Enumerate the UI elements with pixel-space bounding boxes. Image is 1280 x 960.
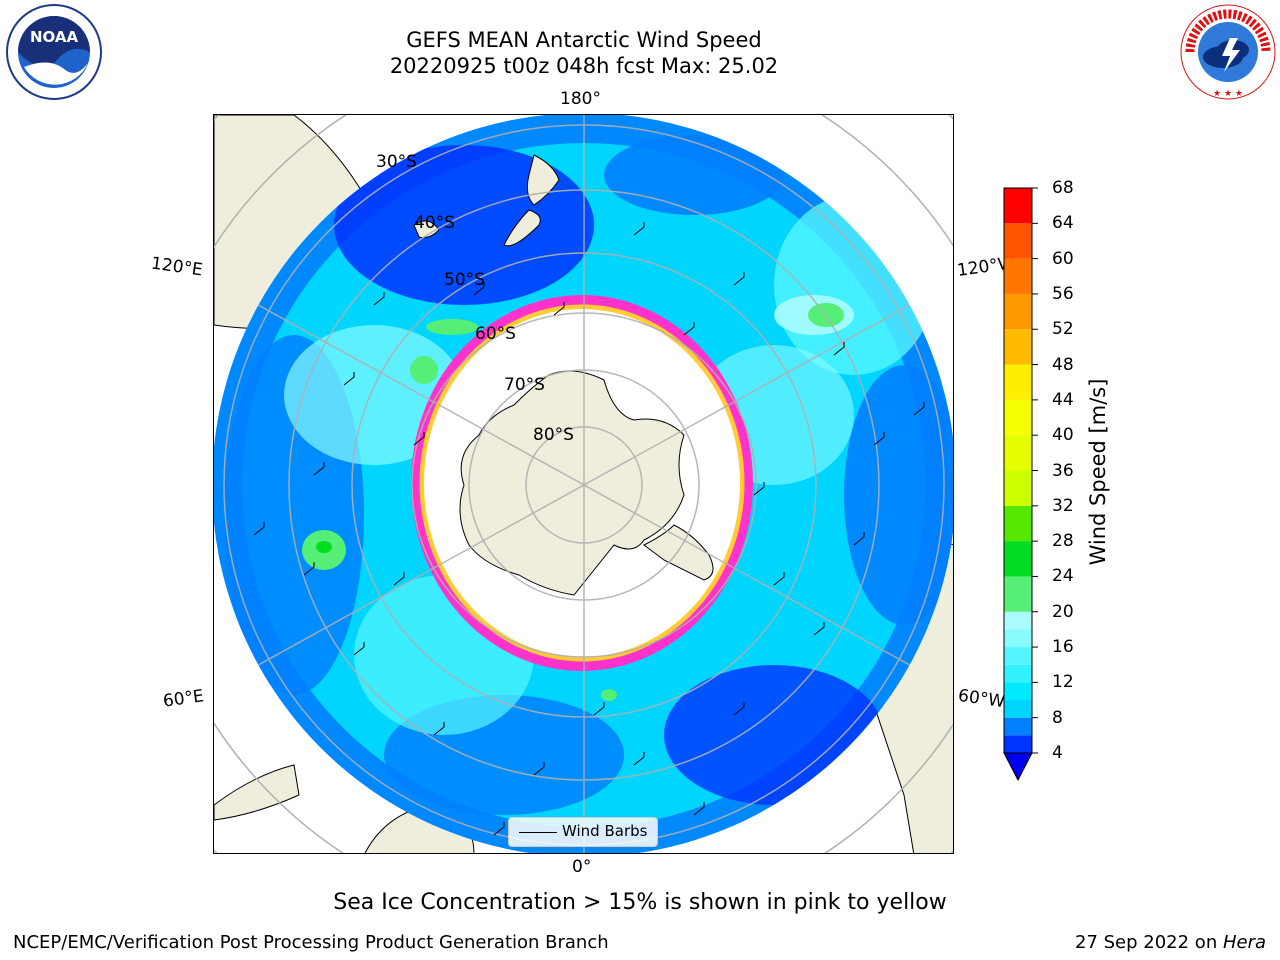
- colorbar-tick-label: 28: [1052, 531, 1074, 552]
- map-panel: 30°S 40°S 50°S 60°S 70°S 80°S: [213, 114, 954, 854]
- lat-label-30s: 30°S: [376, 152, 417, 172]
- colorbar-bin-20-24: [1004, 576, 1032, 612]
- colorbar-bin-44-48: [1004, 364, 1032, 400]
- lat-label-50s: 50°S: [444, 270, 485, 290]
- colorbar-bin-12-14: [1004, 664, 1032, 683]
- lon-label-120e: 120°E: [149, 253, 204, 281]
- colorbar-bin-28-32: [1004, 505, 1032, 542]
- colorbar-tick-label: 16: [1052, 637, 1074, 658]
- legend-wind-barb-line: [519, 832, 557, 833]
- footer-date-text: 27 Sep 2022 on: [1075, 932, 1223, 953]
- colorbar-bin-40-44: [1004, 399, 1032, 436]
- colorbar-bin-36-40: [1004, 435, 1032, 471]
- colorbar-tick-label: 36: [1052, 460, 1074, 481]
- colorbar-bin-64-68: [1004, 188, 1032, 224]
- antarctica: [459, 370, 714, 596]
- colorbar-tick-label: 12: [1052, 672, 1074, 693]
- lat-label-60s: 60°S: [475, 324, 516, 344]
- noaa-logo: NOAA: [6, 4, 102, 100]
- lat-label-80s: 80°S: [533, 425, 574, 445]
- colorbar: [1003, 187, 1038, 782]
- colorbar-bin-18-20: [1004, 611, 1032, 630]
- colorbar-bin-32-36: [1004, 470, 1032, 506]
- colorbar-tick-label: 60: [1052, 248, 1074, 269]
- colorbar-tick-label: 20: [1052, 601, 1074, 622]
- new-zealand: [413, 154, 560, 247]
- lon-label-60e: 60°E: [161, 686, 206, 712]
- colorbar-tick-label: 68: [1052, 178, 1074, 198]
- colorbar-under-triangle: [1003, 752, 1033, 782]
- map-canvas: [214, 115, 953, 853]
- colorbar-tick-label: 64: [1052, 213, 1074, 234]
- colorbar-label: Wind Speed [m/s]: [1086, 378, 1110, 566]
- colorbar-bin-4-6: [1004, 735, 1032, 753]
- footer-machine: Hera: [1222, 932, 1266, 953]
- colorbar-bin-48-52: [1004, 329, 1032, 365]
- colorbar-bin-14-16: [1004, 647, 1032, 665]
- footer-credit: NCEP/EMC/Verification Post Processing Pr…: [13, 932, 609, 953]
- lat-label-70s: 70°S: [504, 375, 545, 395]
- plot-subtitle: 20220925 t00z 048h fcst Max: 25.02: [389, 54, 779, 78]
- colorbar-bin-60-64: [1004, 223, 1032, 259]
- map-legend: Wind Barbs: [508, 817, 658, 847]
- plot-title: GEFS MEAN Antarctic Wind Speed: [406, 28, 762, 52]
- nws-logo-stars: ★ ★ ★: [1213, 89, 1243, 99]
- colorbar-tick-label: 8: [1052, 707, 1063, 728]
- colorbar-tick-label: 40: [1052, 425, 1074, 446]
- colorbar-bin-16-18: [1004, 629, 1032, 648]
- colorbar-tick-label: 24: [1052, 566, 1074, 587]
- colorbar-tick-label: 4: [1052, 743, 1063, 763]
- nws-logo: ★ ★ ★: [1180, 4, 1276, 100]
- lat-label-40s: 40°S: [414, 213, 455, 233]
- colorbar-bin-24-28: [1004, 541, 1032, 577]
- colorbar-tick-label: 48: [1052, 354, 1074, 375]
- colorbar-bin-56-60: [1004, 258, 1032, 294]
- colorbar-bin-8-10: [1004, 700, 1032, 718]
- colorbar-bin-6-8: [1004, 717, 1032, 736]
- colorbar-tick-label: 52: [1052, 319, 1074, 340]
- graticule: [214, 115, 953, 853]
- wind-barbs: [253, 222, 925, 836]
- lon-label-0: 0°: [572, 857, 592, 877]
- colorbar-tick-label: 44: [1052, 389, 1074, 410]
- footer-date: 27 Sep 2022 on Hera: [1075, 932, 1266, 953]
- noaa-logo-text: NOAA: [30, 28, 79, 46]
- colorbar-tick-label: 32: [1052, 495, 1074, 516]
- colorbar-bin-52-56: [1004, 293, 1032, 330]
- colorbar-tick-label: 56: [1052, 283, 1074, 304]
- colorbar-bin-10-12: [1004, 682, 1032, 701]
- sea-ice-note: Sea Ice Concentration > 15% is shown in …: [333, 890, 947, 915]
- legend-label: Wind Barbs: [562, 822, 648, 840]
- lon-label-180: 180°: [560, 89, 601, 109]
